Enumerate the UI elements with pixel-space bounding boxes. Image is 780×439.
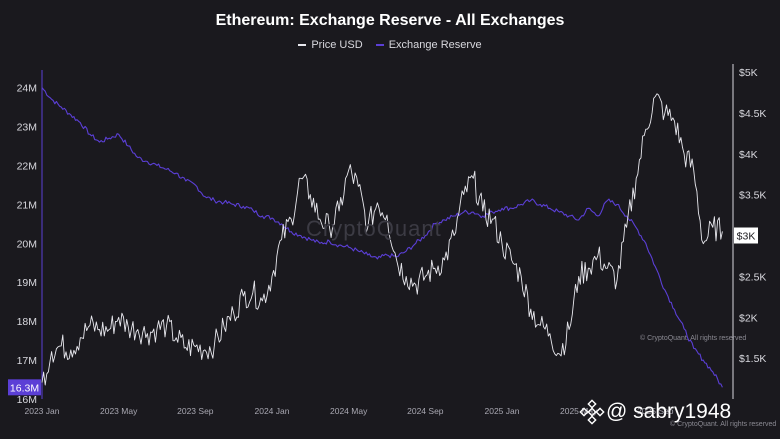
y-left-tick-label: 21M <box>17 199 37 211</box>
y-right-tick-label: $4.5K <box>739 108 766 120</box>
y-right-tick-label: $2K <box>739 312 758 324</box>
chart-title: Ethereum: Exchange Reserve - All Exchang… <box>215 12 565 29</box>
binance-icon-part <box>579 407 589 417</box>
y-left-tick-label: 17M <box>17 355 37 367</box>
x-tick-label: 2025 Sep <box>637 406 674 416</box>
y-right-tick-label: $4K <box>739 149 758 161</box>
copyright-note-top: © CryptoQuant. All rights reserved <box>640 335 747 342</box>
binance-icon-part <box>595 407 605 417</box>
y-right-tick-label: $1.5K <box>739 353 766 365</box>
y-left-tick-label: 20M <box>17 238 37 250</box>
y-left-tick-label: 22M <box>17 160 37 172</box>
binance-icon-part <box>587 407 597 417</box>
y-right-tick-label: $2.5K <box>739 271 766 283</box>
binance-icon-part <box>587 415 597 425</box>
current-reserve-label: 16.3M <box>10 382 39 394</box>
y-left-tick-label: 24M <box>17 83 37 95</box>
binance-icon-part <box>587 399 597 409</box>
series-line-price <box>41 93 723 386</box>
legend-swatch-reserve <box>375 44 384 46</box>
y-right-tick-label: $5K <box>739 67 758 79</box>
legend-label-reserve: Exchange Reserve <box>388 39 482 51</box>
x-tick-label: 2024 Jan <box>255 406 290 416</box>
y-left-tick-label: 16M <box>17 394 37 406</box>
binance-icon <box>579 399 605 425</box>
x-tick-label: 2023 May <box>100 406 138 416</box>
user-watermark: @ sabry1948 <box>606 400 732 423</box>
legend-item-price[interactable]: Price USD <box>298 39 363 51</box>
copyright-note-bottom: © CryptoQuant. All rights reserved <box>670 421 777 428</box>
legend-label-price: Price USD <box>311 39 363 51</box>
y-left-tick-label: 23M <box>17 122 37 134</box>
y-right-tick-label: $3.5K <box>739 190 766 202</box>
center-watermark: CryptoQuant <box>306 216 442 241</box>
x-tick-label: 2023 Sep <box>177 406 214 416</box>
legend-item-reserve[interactable]: Exchange Reserve <box>375 39 482 51</box>
x-tick-label: 2025 May <box>560 406 598 416</box>
series-line-reserve <box>41 87 723 388</box>
current-reserve-badge <box>8 379 41 396</box>
x-tick-label: 2023 Jan <box>25 406 60 416</box>
legend-swatch-price <box>298 44 307 46</box>
current-price-label: $3K <box>737 231 756 243</box>
current-price-badge <box>734 227 758 244</box>
x-tick-label: 2024 May <box>330 406 368 416</box>
x-tick-label: 2024 Sep <box>407 406 444 416</box>
y-left-tick-label: 19M <box>17 277 37 289</box>
chart-legend: Price USD Exchange Reserve <box>0 37 780 51</box>
x-tick-label: 2025 Jan <box>485 406 520 416</box>
y-left-tick-label: 18M <box>17 316 37 328</box>
